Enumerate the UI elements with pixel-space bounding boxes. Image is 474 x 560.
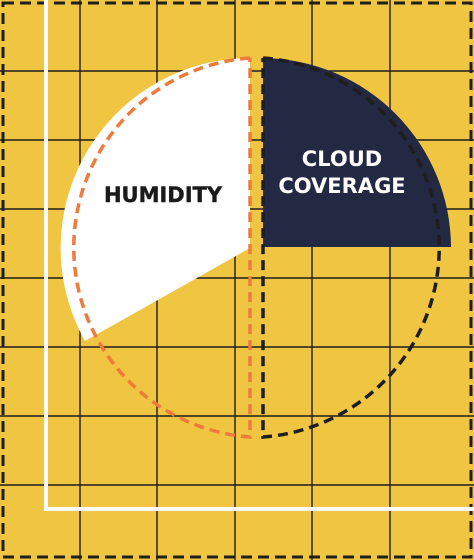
- cloud-coverage-label-line1: CLOUD: [302, 147, 382, 171]
- humidity-label: HUMIDITY: [104, 183, 223, 207]
- humidity-dashed-outline: [72, 56, 252, 439]
- cloud-coverage-dashed-outline: [261, 56, 441, 439]
- white-frame: [44, 0, 474, 511]
- cloud-coverage-label-line2: COVERAGE: [278, 174, 405, 198]
- humidity-segment: [60, 58, 250, 341]
- cloud-coverage-segment: [263, 58, 451, 247]
